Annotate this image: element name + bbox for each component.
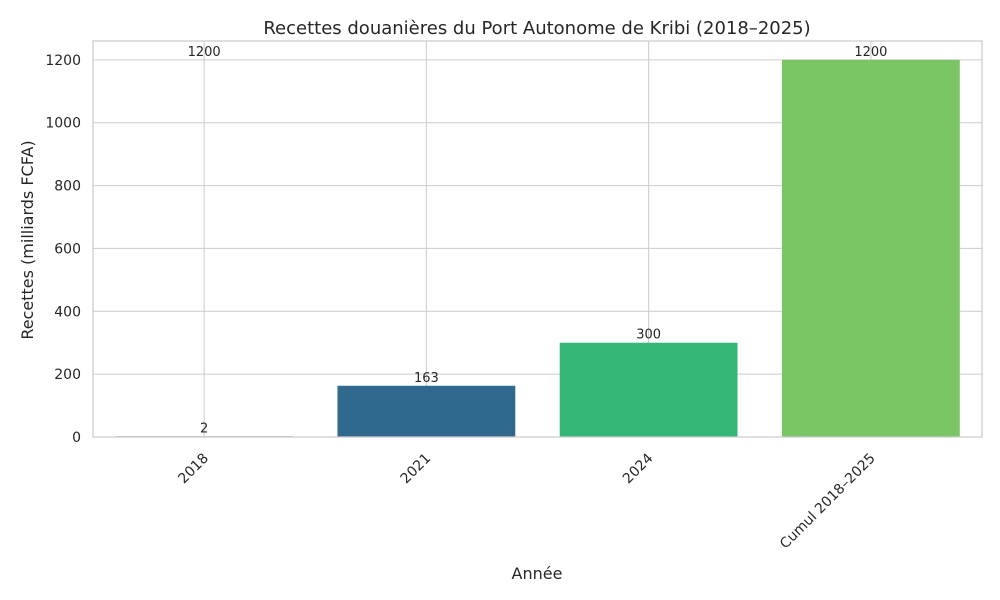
bar-2021 [337, 385, 516, 437]
data-label: 300 [636, 328, 661, 343]
data-label: 1200 [854, 45, 887, 60]
y-axis-label: Recettes (milliards FCFA) [18, 140, 37, 339]
x-axis-label: Année [512, 564, 563, 583]
y-tick-label: 600 [54, 241, 81, 257]
y-tick-label: 1200 [45, 53, 81, 69]
bar-Cumul 2018–2025 [781, 59, 960, 437]
chart-title: Recettes douanières du Port Autonome de … [263, 18, 810, 39]
stray-data-label: 1200 [188, 45, 221, 60]
bars [115, 59, 960, 437]
y-tick-label: 400 [54, 304, 81, 320]
y-tick-label: 1000 [45, 116, 81, 132]
y-tick-label: 800 [54, 179, 81, 195]
y-tick-label: 200 [54, 367, 81, 383]
data-label: 2 [200, 421, 208, 436]
y-tick-label: 0 [72, 430, 81, 446]
data-label: 163 [414, 371, 439, 386]
data-labels: 2 163 300 1200 1200 [188, 45, 888, 437]
plot-frame [92, 40, 983, 438]
bar-2024 [559, 342, 738, 437]
y-tick-labels: 0 200 400 600 800 1000 1200 [45, 53, 81, 446]
